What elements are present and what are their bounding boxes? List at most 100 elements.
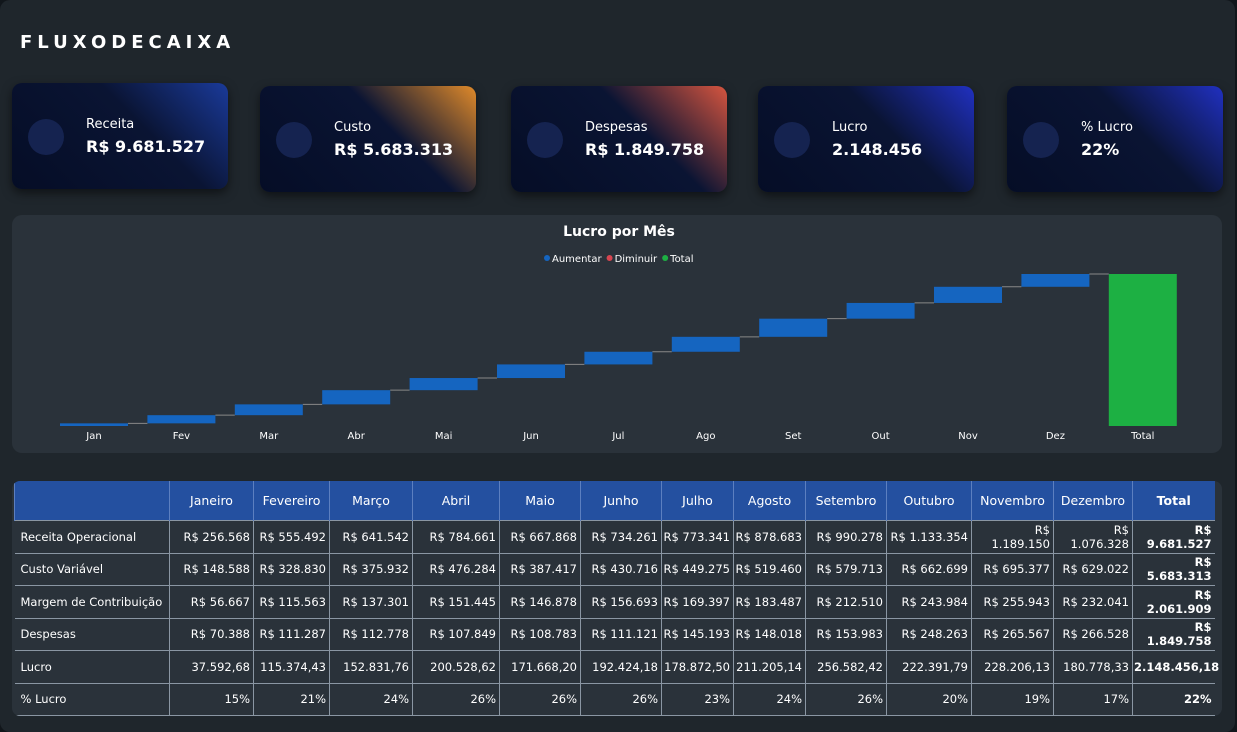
table-cell: R$ 878.683 <box>733 520 806 553</box>
table-cell: R$ 375.932 <box>329 552 413 586</box>
table-cell: 256.582,42 <box>805 650 887 683</box>
bar <box>409 378 478 391</box>
table-cell: 15% <box>169 682 254 716</box>
table-cell: R$ 784.661 <box>412 520 500 553</box>
kpi-card: Lucro 2.148.456 <box>758 86 974 192</box>
table-cell: R$ 662.699 <box>886 552 972 586</box>
column-header: Setembro <box>805 481 887 521</box>
table-cell: 17% <box>1053 682 1133 716</box>
card-label: Lucro <box>832 120 868 135</box>
table-cell: R$ 183.487 <box>733 585 806 618</box>
total-bar <box>1108 274 1177 426</box>
column-header: Fevereiro <box>253 481 330 521</box>
table-cell: 152.831,76 <box>329 650 413 683</box>
card-icon <box>774 122 810 158</box>
page-title: FLUXODECAIXA <box>20 32 236 53</box>
bar <box>1021 274 1090 287</box>
bar <box>147 415 216 424</box>
table-cell: 192.424,18 <box>580 650 662 683</box>
table-cell: R$ 2.061.909 <box>1132 585 1215 618</box>
table-cell: Margem de Contribuição <box>14 585 170 618</box>
card-value: R$ 5.683.313 <box>334 140 454 159</box>
table-cell: R$ 212.510 <box>805 585 887 618</box>
table-cell: R$ 629.022 <box>1053 552 1133 586</box>
table-cell: R$ 641.542 <box>329 520 413 553</box>
table-cell: R$ 695.377 <box>971 552 1054 586</box>
x-tick-label: Fev <box>173 431 190 442</box>
bar <box>934 286 1002 303</box>
table-panel: Janeiro Fevereiro Março Abril Maio Junho Julho… <box>12 481 1222 716</box>
column-header: Outubro <box>886 481 972 521</box>
bar <box>322 390 391 405</box>
table-cell: R$ 107.849 <box>412 617 500 651</box>
card-value: R$ 1.849.758 <box>585 140 705 159</box>
table-cell: R$ 153.983 <box>805 617 887 651</box>
x-tick-label: Nov <box>958 431 978 442</box>
x-tick-label: Mar <box>259 431 279 442</box>
table-cell: R$ 146.878 <box>499 585 581 618</box>
table-cell: 26% <box>580 682 662 716</box>
x-tick-label: Total <box>1130 431 1154 442</box>
table-cell: 115.374,43 <box>253 650 330 683</box>
x-tick-label: Set <box>785 431 802 442</box>
table-cell: R$ 243.984 <box>886 585 972 618</box>
column-header: Abril <box>412 481 500 521</box>
table-cell: R$ 387.417 <box>499 552 581 586</box>
table-cell: 211.205,14 <box>733 650 806 683</box>
card-icon <box>1023 122 1059 158</box>
card-label: Despesas <box>585 120 648 135</box>
table-row: Receita Operacional R$ 256.568 R$ 555.492 R… <box>14 520 1215 553</box>
table: Janeiro Fevereiro Março Abril Maio Junho Julho… <box>14 481 1219 716</box>
legend-marker <box>544 255 550 261</box>
table-cell: 26% <box>805 682 887 716</box>
legend-label: Diminuir <box>615 254 658 265</box>
table-cell: 228.206,13 <box>971 650 1054 683</box>
table-cell: R$ 1.849.758 <box>1132 617 1215 651</box>
table-cell: 21% <box>253 682 330 716</box>
table-cell: 24% <box>329 682 413 716</box>
column-header: Dezembro <box>1053 481 1133 521</box>
table-row: % Lucro 15% 21% 24% 26% 26% 26% 23% 24% 26% 20% 19%… <box>14 682 1215 716</box>
table-cell: Lucro <box>14 650 170 683</box>
legend-marker <box>662 255 669 261</box>
card-value: R$ 9.681.527 <box>86 137 206 156</box>
legend-label: Total <box>669 254 693 265</box>
table-cell: 180.778,33 <box>1053 650 1133 683</box>
bar <box>759 318 828 337</box>
table-cell: Custo Variável <box>14 552 170 586</box>
table-cell: R$ 990.278 <box>805 520 887 553</box>
table-cell: R$ 579.713 <box>805 552 887 586</box>
chart-panel: Lucro por Mês Aumentar Diminuir Total Jan Fe… <box>12 215 1222 453</box>
table-cell: R$ 476.284 <box>412 552 500 586</box>
x-tick-label: Jun <box>522 431 539 442</box>
table-cell: R$ 137.301 <box>329 585 413 618</box>
table-cell: 23% <box>661 682 734 716</box>
column-header: Maio <box>499 481 581 521</box>
table-cell: R$ 145.193 <box>661 617 734 651</box>
table-cell: R$ 1.133.354 <box>886 520 972 553</box>
table-cell: R$ 519.460 <box>733 552 806 586</box>
table-cell: R$ 266.528 <box>1053 617 1133 651</box>
card-icon <box>28 119 64 155</box>
table-cell: 22% <box>1132 682 1215 716</box>
table-cell: R$ 256.568 <box>169 520 254 553</box>
bar <box>60 423 128 426</box>
table-cell: % Lucro <box>14 682 170 716</box>
bar <box>584 351 653 365</box>
table-cell: R$ 111.287 <box>253 617 330 651</box>
table-cell: R$ 5.683.313 <box>1132 552 1215 586</box>
chart: Lucro por Mês Aumentar Diminuir Total Jan Fe… <box>60 224 1177 442</box>
table-cell: R$ 734.261 <box>580 520 662 553</box>
x-tick-label: Abr <box>348 431 366 442</box>
table-cell: 26% <box>412 682 500 716</box>
bar <box>671 336 740 352</box>
card-value: 2.148.456 <box>832 140 923 159</box>
table-cell: R$ 148.018 <box>733 617 806 651</box>
table-cell: Despesas <box>14 617 170 651</box>
table-cell: R$ 1.076.328 <box>1053 520 1133 553</box>
table-cell: R$ 449.275 <box>661 552 734 586</box>
table-cell: R$ 9.681.527 <box>1132 520 1215 553</box>
column-header: Janeiro <box>169 481 254 521</box>
table-cell: 24% <box>733 682 806 716</box>
table-cell: 20% <box>886 682 972 716</box>
